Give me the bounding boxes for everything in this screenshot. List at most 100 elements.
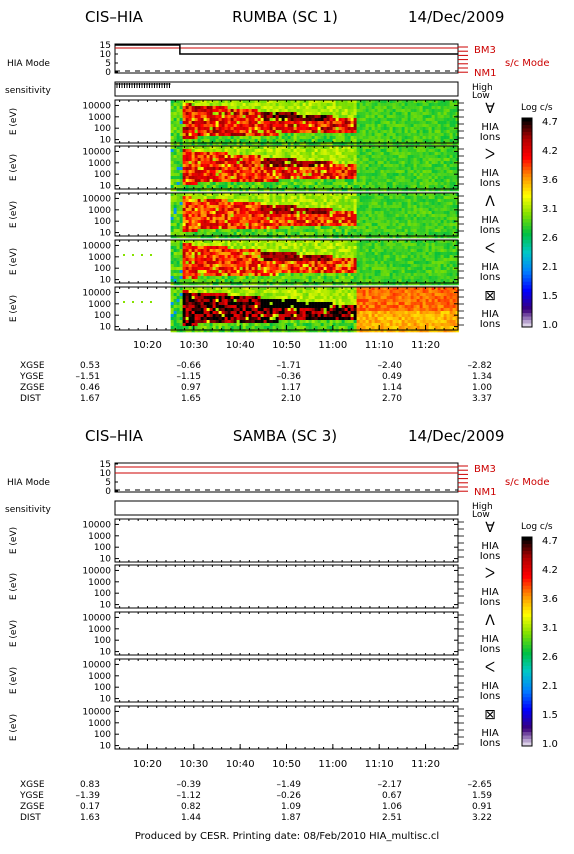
spectrogram-cell: [420, 229, 423, 232]
spectrogram-cell: [183, 205, 186, 208]
spectrogram-cell: [198, 258, 201, 261]
spectrogram-cell: [282, 155, 285, 158]
spectrogram-cell: [408, 208, 411, 211]
spectrogram-cell: [276, 196, 279, 199]
spectrogram-cell: [258, 223, 261, 226]
spectrogram-cell: [195, 176, 198, 179]
spectrogram-cell: [372, 170, 375, 173]
spectrogram-cell: [357, 199, 360, 202]
spectrogram-cell: [246, 196, 249, 199]
spectrogram-cell: [315, 214, 318, 217]
spectrogram-cell: [363, 196, 366, 199]
spectrogram-cell: [351, 223, 354, 226]
spectrogram-cell: [384, 214, 387, 217]
spectrogram-cell: [180, 142, 183, 145]
spectrogram-cell: [189, 202, 192, 205]
spectrogram-cell: [171, 115, 174, 118]
spectrogram-cell: [444, 170, 447, 173]
spectrogram-cell: [345, 173, 348, 176]
spectrogram-cell: [327, 164, 330, 167]
sensitivity-low-label: Low: [472, 91, 490, 101]
spectrogram-cell: [249, 112, 252, 115]
spectrogram-cell: [192, 188, 195, 191]
spectrogram-cell: [240, 220, 243, 223]
spectrogram-cell: [291, 235, 294, 238]
spectrogram-cell: [345, 229, 348, 232]
spectrogram-cell: [177, 223, 180, 226]
spectrogram-cell: [228, 173, 231, 176]
spectrogram-cell: [198, 208, 201, 211]
spectrogram-cell: [426, 199, 429, 202]
spectrogram-cell: [453, 130, 456, 133]
spectrogram-cell: [372, 103, 375, 106]
spectrogram-cell: [354, 103, 357, 106]
spectrogram-cell: [246, 208, 249, 211]
spectrogram-cell: [402, 232, 405, 235]
spectrogram-cell: [237, 142, 240, 145]
spectrogram-cell: [243, 205, 246, 208]
spectrogram-cell: [444, 121, 447, 124]
spectrogram-cell: [318, 226, 321, 229]
spectrogram-cell: [297, 211, 300, 214]
spectrogram-cell: [330, 179, 333, 182]
spectrogram-cell: [189, 133, 192, 136]
spectrogram-cell: [438, 170, 441, 173]
spectrogram-cell: [213, 208, 216, 211]
spectrogram-cell: [177, 103, 180, 106]
spectrogram-cell: [327, 136, 330, 139]
spectrogram-cell: [180, 243, 183, 246]
spectrogram-cell: [318, 211, 321, 214]
spectrogram-cell: [381, 133, 384, 136]
spectrogram-cell: [213, 258, 216, 261]
spectrogram-cell: [234, 112, 237, 115]
spectrogram-cell: [324, 127, 327, 130]
spectrogram-cell: [393, 136, 396, 139]
spectrogram-cell: [213, 142, 216, 145]
spectrogram-cell: [228, 115, 231, 118]
spectrogram-cell: [327, 220, 330, 223]
spectrogram-cell: [279, 214, 282, 217]
spectrogram-cell: [435, 167, 438, 170]
spectrogram-cell: [402, 196, 405, 199]
spectrogram-cell: [405, 217, 408, 220]
spectrogram-cell: [438, 158, 441, 161]
spectrogram-cell: [339, 226, 342, 229]
spectrogram-cell: [243, 103, 246, 106]
spectrogram-cell: [432, 202, 435, 205]
spectrogram-cell: [438, 199, 441, 202]
spectrogram-cell: [195, 130, 198, 133]
spectrogram-cell: [306, 196, 309, 199]
spectrogram-cell: [249, 182, 252, 185]
spectrogram-cell: [270, 136, 273, 139]
spectrogram-cell: [414, 115, 417, 118]
spectrogram-cell: [342, 170, 345, 173]
spectrogram-cell: [303, 106, 306, 109]
spectrogram-cell: [249, 149, 252, 152]
spectrogram-cell: [399, 211, 402, 214]
spectrogram-cell: [222, 179, 225, 182]
spectrogram-cell: [333, 124, 336, 127]
spectrogram-cell: [225, 127, 228, 130]
spectrogram-cell: [270, 124, 273, 127]
spectrogram-cell: [273, 214, 276, 217]
spectrogram-cell: [222, 188, 225, 191]
spectrogram-cell: [198, 188, 201, 191]
spectrogram-cell: [189, 112, 192, 115]
spectrogram-cell: [432, 115, 435, 118]
spectrogram-cell: [294, 109, 297, 112]
spectrogram-cell: [306, 179, 309, 182]
spectrogram-cell: [294, 112, 297, 115]
spectrogram-cell: [198, 152, 201, 155]
spectrogram-cell: [207, 133, 210, 136]
spectrogram-cell: [210, 112, 213, 115]
spectrogram-cell: [186, 273, 189, 276]
spectrogram-cell: [222, 217, 225, 220]
spectrogram-cell: [234, 243, 237, 246]
spectrogram-cell: [246, 182, 249, 185]
spectrogram-cell: [339, 185, 342, 188]
spectrogram-cell: [300, 226, 303, 229]
spectrogram-cell: [399, 106, 402, 109]
spectrogram-cell: [348, 202, 351, 205]
spectrogram-cell: [387, 109, 390, 112]
energy-ytick-label: 1000: [88, 206, 111, 216]
